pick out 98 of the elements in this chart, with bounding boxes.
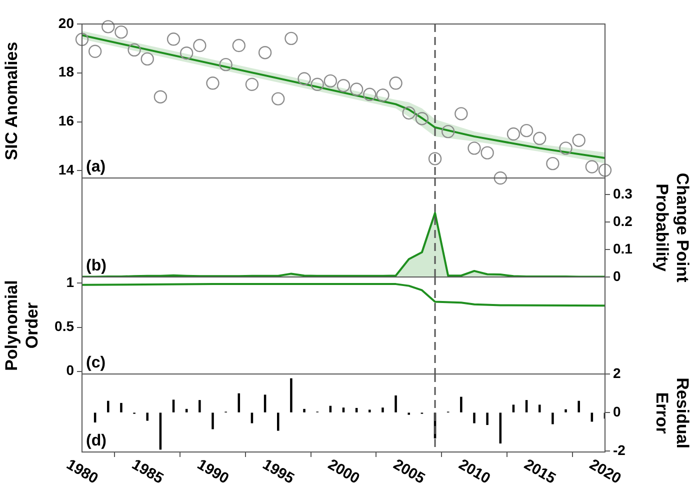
- y-tick-label: 16: [58, 112, 74, 129]
- point: [180, 46, 194, 60]
- point: [232, 38, 246, 52]
- point: [585, 160, 599, 174]
- point: [402, 106, 416, 120]
- point: [415, 112, 429, 126]
- y-tick-label: 1: [66, 274, 74, 290]
- point: [350, 82, 364, 96]
- point: [324, 74, 338, 88]
- point: [480, 146, 494, 160]
- point: [336, 79, 350, 92]
- x-tick-label: 2005: [390, 456, 428, 488]
- point: [389, 76, 402, 90]
- annotation: (c): [86, 354, 106, 372]
- point: [533, 132, 546, 145]
- bar: [198, 400, 201, 412]
- x-tick-label: 2020: [586, 456, 624, 488]
- x-tick-label: 1990: [194, 456, 232, 488]
- point: [376, 88, 390, 102]
- bar: [525, 400, 528, 412]
- bar: [185, 408, 188, 412]
- y-tick-label: 18: [58, 64, 74, 80]
- bar: [303, 408, 306, 412]
- point: [559, 142, 572, 155]
- point: [128, 43, 141, 57]
- x-tick-label: 2000: [324, 456, 362, 488]
- bar: [276, 412, 280, 431]
- annotation: (b): [86, 257, 106, 274]
- y-tick-label: 20: [58, 14, 74, 31]
- y2-tick-label: 2: [613, 364, 621, 381]
- point: [284, 32, 298, 46]
- bar: [120, 402, 122, 412]
- bar: [486, 412, 488, 425]
- bar: [552, 412, 554, 424]
- point: [114, 25, 128, 39]
- bar: [212, 412, 214, 430]
- point: [506, 127, 520, 141]
- point: [206, 76, 220, 90]
- y-tick-label: 0.5: [54, 318, 74, 334]
- y-axis-title: SIC Anomalies: [2, 42, 21, 160]
- bar: [264, 394, 266, 412]
- x-tick-label: 1995: [260, 456, 298, 488]
- point: [442, 124, 455, 138]
- x-tick-label: 1985: [128, 456, 166, 488]
- point: [572, 134, 586, 147]
- y-tick-label: 14: [58, 162, 74, 178]
- bar: [382, 408, 384, 412]
- point: [140, 52, 154, 66]
- y-axis-title: Polynomial Order: [2, 280, 42, 371]
- bar: [146, 412, 149, 421]
- point: [546, 156, 560, 170]
- point: [310, 78, 324, 91]
- point: [258, 46, 272, 60]
- y2-tick-label: 0: [613, 268, 621, 284]
- point: [428, 152, 442, 166]
- bar: [355, 408, 358, 412]
- bar: [94, 412, 96, 422]
- y2-tick-label: 0: [613, 403, 621, 420]
- y2-tick-label: 0.2: [613, 212, 633, 229]
- bar: [107, 400, 110, 412]
- bar: [394, 395, 397, 412]
- bar: [473, 412, 476, 424]
- bar: [460, 396, 462, 412]
- annotation: (a): [86, 158, 106, 176]
- point: [272, 92, 285, 106]
- y2-tick-label: 0.3: [613, 185, 633, 202]
- bar: [290, 378, 292, 412]
- bar: [512, 404, 515, 412]
- x-tick-label: 1980: [63, 456, 101, 488]
- point: [102, 20, 115, 34]
- y2-tick-label: 0.1: [613, 240, 633, 256]
- y2-tick-label: -2: [613, 442, 626, 458]
- bar: [172, 400, 175, 412]
- point: [219, 58, 232, 72]
- point: [363, 88, 376, 101]
- x-tick-label: 2015: [521, 456, 559, 488]
- point: [468, 142, 481, 155]
- point: [520, 124, 534, 138]
- point: [193, 38, 206, 52]
- bar: [368, 410, 371, 412]
- point: [88, 44, 102, 58]
- point: [298, 72, 311, 86]
- point: [598, 164, 612, 177]
- point: [154, 90, 168, 104]
- point: [454, 107, 468, 120]
- annotation: (d): [86, 432, 106, 450]
- bar: [342, 408, 345, 412]
- point: [166, 32, 180, 46]
- point: [494, 171, 507, 185]
- x-tick-label: 2010: [456, 456, 494, 488]
- y2-axis-title: Change Point Probability: [652, 172, 692, 283]
- y-tick-label: 0: [66, 362, 74, 378]
- point: [75, 32, 89, 46]
- bar: [538, 404, 541, 412]
- bar: [564, 409, 567, 412]
- y2-axis-title: Residual Error: [652, 378, 692, 448]
- bar: [578, 400, 580, 412]
- point: [245, 78, 259, 91]
